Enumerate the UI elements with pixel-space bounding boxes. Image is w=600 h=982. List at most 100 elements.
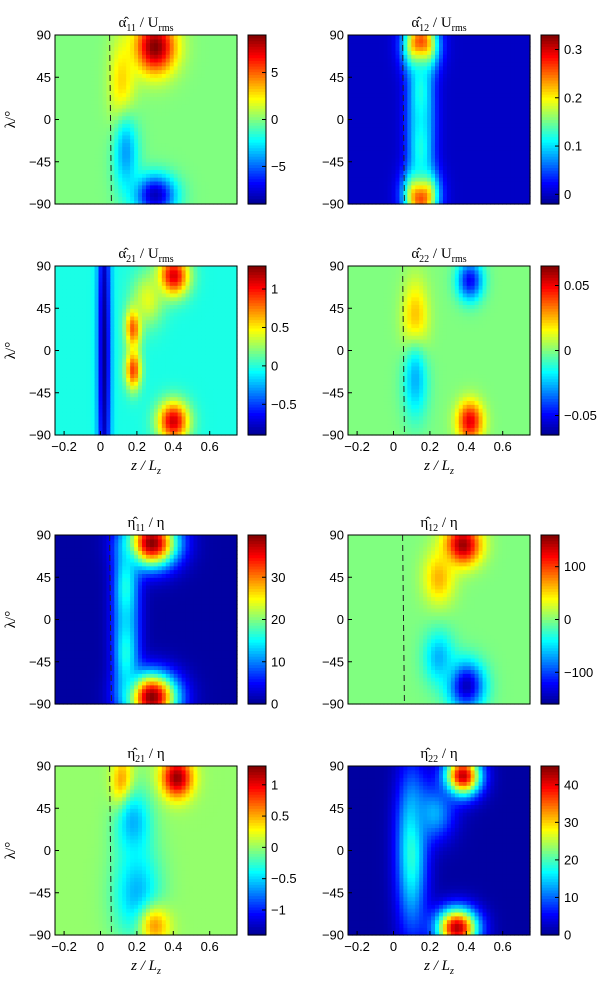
heatmap-cell [201, 84, 206, 90]
heatmap-cell [217, 157, 222, 163]
heatmap-cell [454, 77, 460, 82]
colorbar-segment [541, 80, 559, 84]
heatmap-cell [439, 111, 444, 117]
heatmap-cell [114, 119, 119, 124]
colorbar-segment [541, 60, 559, 64]
heatmap-cell [189, 50, 195, 55]
heatmap-cell [213, 42, 218, 48]
heatmap-cell [415, 73, 420, 78]
heatmap-cell [474, 119, 480, 124]
heatmap-cell [387, 177, 393, 182]
heatmap-cell [403, 115, 408, 121]
heatmap-cell [78, 277, 84, 282]
heatmap-cell [142, 92, 147, 98]
heatmap-cell [371, 169, 377, 174]
heatmap-cell [205, 65, 210, 71]
heatmap-cell [423, 161, 428, 167]
heatmap-cell [486, 65, 492, 71]
colorbar-segment [248, 77, 266, 81]
heatmap-cell [66, 408, 72, 413]
heatmap-cell [446, 146, 452, 151]
heatmap-cell [149, 200, 155, 205]
heatmap-cell [435, 200, 440, 205]
heatmap-cell [86, 142, 92, 147]
panel-title: α̂11 / Urms [119, 15, 174, 34]
heatmap-cell [181, 146, 187, 151]
heatmap-cell [351, 115, 357, 121]
heatmap-cell [106, 180, 111, 186]
heatmap-cell [106, 411, 111, 417]
heatmap-cell [142, 46, 147, 51]
heatmap-cell [102, 304, 108, 309]
heatmap-cell [82, 115, 88, 121]
heatmap-cell [486, 81, 492, 86]
heatmap-cell [474, 35, 480, 40]
heatmap-cell [78, 104, 84, 109]
heatmap-cell [134, 142, 139, 147]
heatmap-cell [126, 127, 131, 132]
heatmap-cell [98, 354, 104, 359]
heatmap-cell [458, 154, 464, 159]
heatmap-cell [470, 134, 476, 140]
heatmap-cell [78, 285, 84, 290]
heatmap-cell [502, 142, 507, 147]
heatmap-cell [391, 127, 397, 132]
heatmap-cell [134, 161, 139, 167]
heatmap-cell [90, 84, 96, 90]
heatmap-cell [209, 184, 214, 190]
heatmap-cell [90, 362, 96, 367]
heatmap-cell [78, 146, 84, 151]
heatmap-cell [110, 96, 115, 101]
colorbar-segment [248, 158, 266, 163]
heatmap-cell [142, 81, 147, 86]
heatmap-cell [355, 157, 361, 163]
heatmap-cell [165, 165, 171, 171]
heatmap-cell [213, 115, 218, 121]
heatmap-cell [490, 200, 495, 205]
heatmap-cell [74, 346, 80, 352]
heatmap-cell [94, 65, 100, 71]
heatmap-cell [66, 96, 72, 101]
heatmap-cell [142, 134, 147, 140]
heatmap-cell [383, 38, 389, 44]
heatmap-cell [90, 35, 96, 40]
heatmap-cell [55, 358, 60, 363]
heatmap-cell [122, 84, 127, 90]
heatmap-cell [161, 180, 167, 186]
heatmap-cell [106, 50, 111, 55]
heatmap-cell [102, 381, 108, 386]
heatmap-cell [82, 100, 88, 105]
heatmap-cell [363, 192, 369, 197]
heatmap-cell [169, 150, 175, 155]
heatmap-cell [494, 180, 499, 186]
heatmap-cell [78, 169, 84, 174]
heatmap-cell [229, 38, 234, 44]
heatmap-cell [383, 134, 389, 140]
heatmap-cell [146, 134, 151, 140]
heatmap-cell [114, 296, 119, 302]
heatmap-cell [419, 177, 424, 182]
heatmap-cell [383, 165, 389, 171]
heatmap-cell [62, 277, 68, 282]
heatmap-cell [102, 81, 108, 86]
heatmap-cell [399, 169, 404, 174]
heatmap-cell [110, 373, 115, 378]
heatmap-cell [55, 388, 60, 394]
heatmap-cell [427, 184, 432, 190]
heatmap-cell [446, 81, 452, 86]
heatmap-cell [446, 138, 452, 144]
heatmap-cell [217, 54, 222, 59]
heatmap-cell [62, 342, 68, 348]
heatmap-cell [415, 127, 420, 132]
heatmap-cell [193, 154, 199, 159]
heatmap-cell [122, 46, 127, 51]
heatmap-cell [383, 142, 389, 147]
heatmap-cell [375, 154, 381, 159]
heatmap-cell [383, 35, 389, 40]
heatmap-cell [395, 69, 401, 75]
heatmap-cell [62, 100, 68, 105]
heatmap-cell [355, 200, 361, 205]
heatmap-cell [458, 50, 464, 55]
heatmap-cell [411, 154, 416, 159]
heatmap-cell [78, 58, 84, 63]
